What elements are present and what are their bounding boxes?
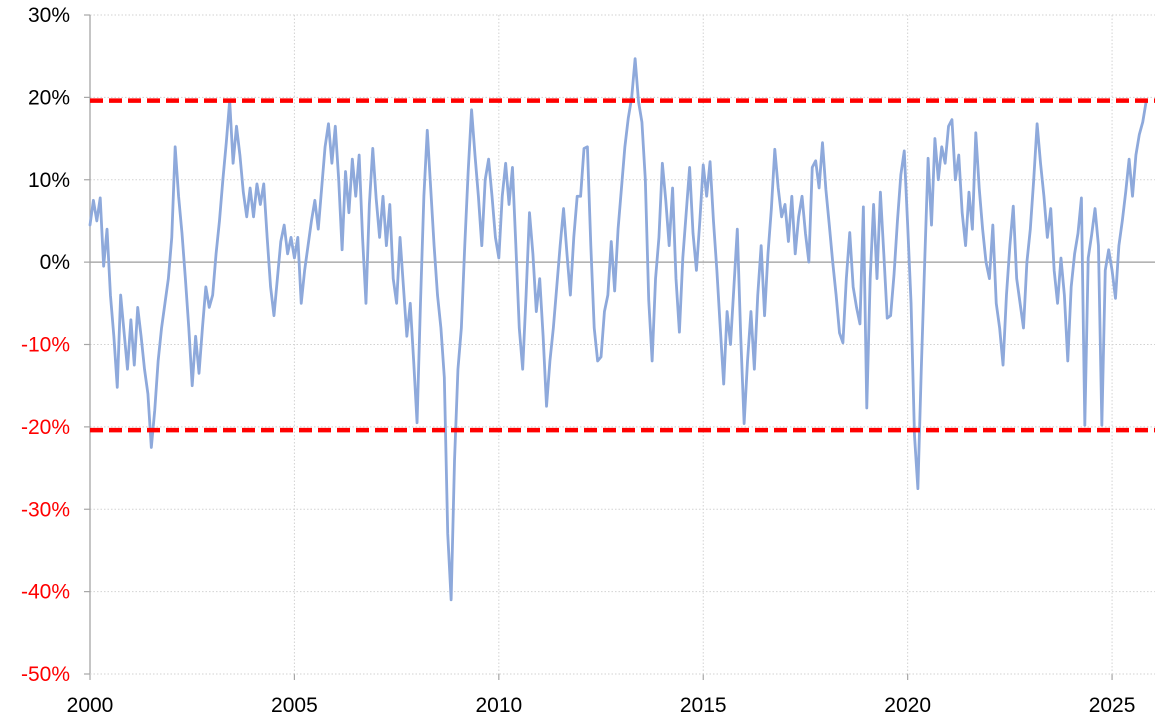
y-axis-labels: 30% 20% 10% 0% -10% -20% -30% -40% -50% <box>21 4 70 686</box>
y-tick-label: -50% <box>21 663 70 686</box>
y-tick-label: 30% <box>28 4 70 27</box>
x-tick-label: 2015 <box>680 694 727 717</box>
y-tick-label: -20% <box>21 416 70 439</box>
y-tick-label: -40% <box>21 581 70 604</box>
y-tick-label: 10% <box>28 169 70 192</box>
series-polyline <box>88 57 1148 602</box>
reference-lines <box>90 98 1155 433</box>
gridlines <box>89 14 1155 675</box>
y-tick-label: 20% <box>28 86 70 109</box>
axes <box>84 14 1155 680</box>
x-axis-labels: 2000 2005 2010 2015 2020 2025 <box>67 694 1136 717</box>
x-tick-label: 2020 <box>884 694 931 717</box>
data-series-line <box>88 57 1148 602</box>
y-tick-label: -30% <box>21 498 70 521</box>
x-tick-label: 2010 <box>475 694 522 717</box>
x-tick-label: 2025 <box>1089 694 1136 717</box>
x-tick-label: 2000 <box>67 694 114 717</box>
y-tick-label: -10% <box>21 334 70 357</box>
y-tick-label: 0% <box>40 251 70 274</box>
x-tick-label: 2005 <box>271 694 318 717</box>
